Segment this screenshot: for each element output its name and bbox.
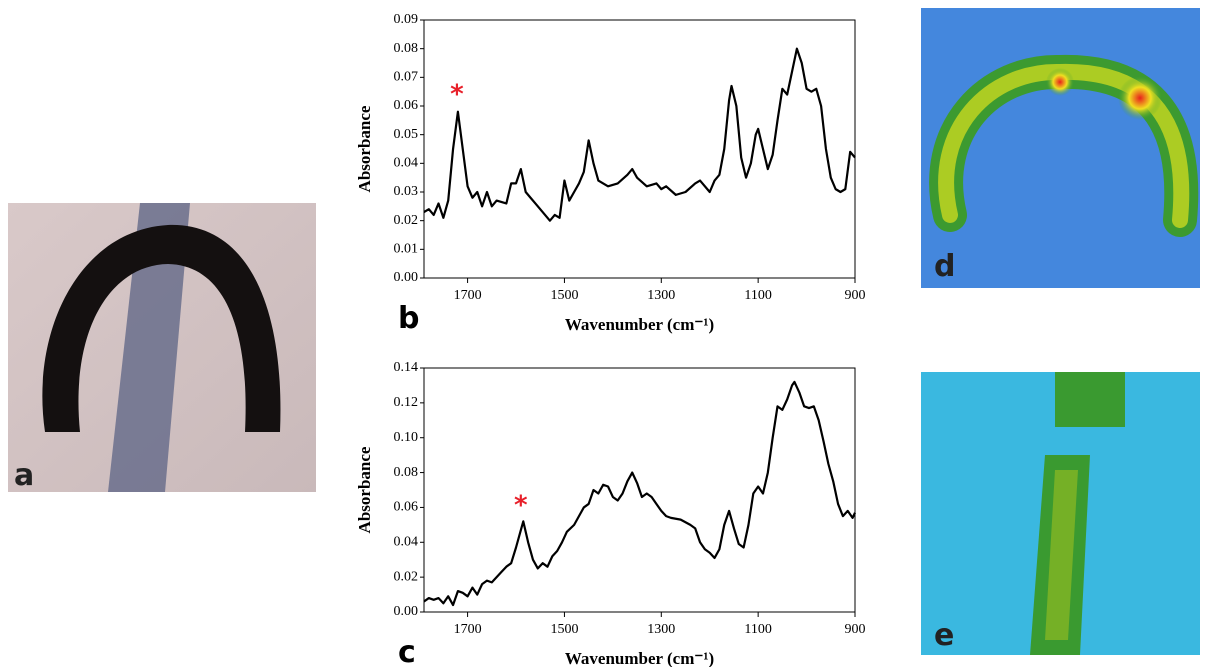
y-tick-label: 0.06	[394, 98, 419, 113]
map-panel: d	[921, 8, 1200, 288]
y-tick-label: 0.04	[394, 535, 419, 550]
y-tick-label: 0.14	[394, 360, 419, 375]
y-tick-label: 0.08	[394, 41, 419, 56]
x-tick-label: 1700	[454, 622, 482, 637]
y-tick-label: 0.04	[394, 156, 419, 171]
annotation: *	[514, 491, 528, 521]
y-tick-label: 0.09	[394, 12, 419, 27]
y-tick-label: 0.10	[394, 430, 419, 445]
x-axis-label: Wavenumber (cm⁻¹)	[565, 649, 714, 667]
y-tick-label: 0.00	[394, 270, 419, 285]
spectrum-line	[423, 380, 856, 607]
y-tick-label: 0.02	[394, 569, 419, 584]
panel-label: c	[398, 635, 416, 667]
x-tick-label: 1300	[647, 622, 675, 637]
y-axis-label: Absorbance	[355, 105, 374, 192]
plot-frame	[423, 19, 856, 279]
panel-label: d	[934, 249, 955, 284]
x-tick-label: 1700	[454, 288, 482, 303]
panel-label: a	[14, 458, 34, 493]
y-tick-label: 0.07	[394, 70, 419, 85]
photo-panel: a	[8, 203, 316, 493]
x-tick-label: 1300	[647, 288, 675, 303]
plot-frame	[423, 367, 856, 613]
x-tick-label: 900	[845, 622, 866, 637]
panel-label: e	[934, 618, 954, 653]
y-tick-label: 0.02	[394, 213, 419, 228]
y-tick-label: 0.08	[394, 465, 419, 480]
y-tick-label: 0.00	[394, 604, 419, 619]
y-tick-label: 0.05	[394, 127, 419, 142]
x-tick-label: 1100	[744, 622, 771, 637]
panel-label: b	[398, 301, 419, 336]
x-tick-label: 1500	[550, 622, 578, 637]
x-axis-label: Wavenumber (cm⁻¹)	[565, 315, 714, 334]
x-tick-label: 1500	[550, 288, 578, 303]
y-axis-label: Absorbance	[355, 446, 374, 533]
y-tick-label: 0.06	[394, 500, 419, 515]
x-tick-label: 1100	[744, 288, 771, 303]
spectrum-line	[423, 47, 856, 222]
x-tick-label: 900	[845, 288, 866, 303]
annotation: *	[450, 80, 464, 110]
y-tick-label: 0.12	[394, 395, 419, 410]
map-panel: e	[921, 372, 1200, 655]
y-tick-label: 0.01	[394, 242, 419, 257]
y-tick-label: 0.03	[394, 184, 419, 199]
